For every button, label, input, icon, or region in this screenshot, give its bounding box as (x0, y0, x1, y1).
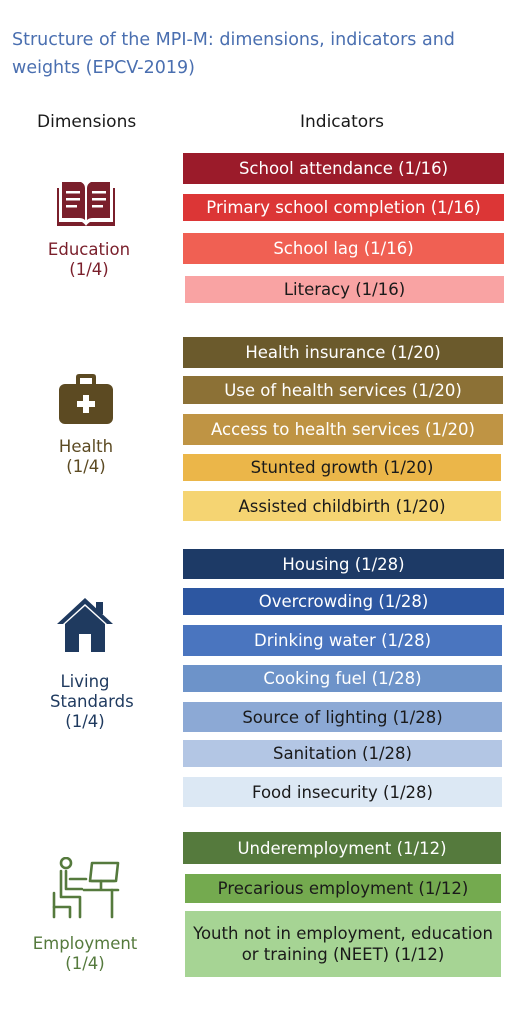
dimension-employment: Employment (1/4) (10, 934, 160, 974)
indicator-assisted-childbirth: Assisted childbirth (1/20) (183, 491, 501, 521)
dimension-living-standards: Living Standards (1/4) (10, 672, 160, 732)
dimension-education: Education (1/4) (14, 240, 164, 280)
house-icon (57, 598, 113, 652)
first-aid-kit-icon (59, 374, 113, 424)
dimension-name: Education (47, 240, 131, 259)
indicator-health-insurance: Health insurance (1/20) (183, 337, 503, 368)
dimensions-header: Dimensions (37, 112, 137, 132)
indicator-food-insecurity: Food insecurity (1/28) (183, 777, 502, 807)
indicator-access-to-health-services: Access to health services (1/20) (183, 414, 503, 445)
chart-title: Structure of the MPI-M: dimensions, indi… (12, 30, 455, 78)
indicator-sanitation: Sanitation (1/28) (183, 740, 502, 767)
book-icon (57, 182, 115, 226)
dimension-weight: (1/4) (66, 457, 106, 476)
dimension-weight: (1/4) (65, 954, 105, 973)
indicator-overcrowding: Overcrowding (1/28) (183, 588, 504, 615)
indicator-stunted-growth: Stunted growth (1/20) (183, 454, 501, 481)
indicator-source-of-lighting: Source of lighting (1/28) (183, 702, 502, 732)
indicator-neet: Youth not in employment, education or tr… (185, 911, 501, 977)
dimension-health: Health (1/4) (11, 437, 161, 477)
dimension-name: Living Standards (50, 672, 134, 711)
dimension-name: Employment (32, 934, 138, 953)
dimension-weight: (1/4) (65, 712, 105, 731)
person-at-computer-icon (52, 857, 120, 919)
indicators-header: Indicators (300, 112, 384, 132)
dimension-name: Health (58, 437, 114, 456)
indicator-school-lag: School lag (1/16) (183, 233, 504, 264)
indicator-precarious-employment: Precarious employment (1/12) (185, 874, 501, 903)
indicator-use-of-health-services: Use of health services (1/20) (183, 376, 503, 404)
indicator-cooking-fuel: Cooking fuel (1/28) (183, 665, 502, 692)
indicator-housing: Housing (1/28) (183, 549, 504, 579)
indicator-literacy: Literacy (1/16) (185, 276, 504, 303)
indicator-underemployment: Underemployment (1/12) (183, 832, 501, 864)
indicator-primary-school-completion: Primary school completion (1/16) (183, 194, 504, 221)
dimension-weight: (1/4) (69, 260, 109, 279)
indicator-drinking-water: Drinking water (1/28) (183, 625, 502, 656)
indicator-school-attendance: School attendance (1/16) (183, 153, 504, 184)
